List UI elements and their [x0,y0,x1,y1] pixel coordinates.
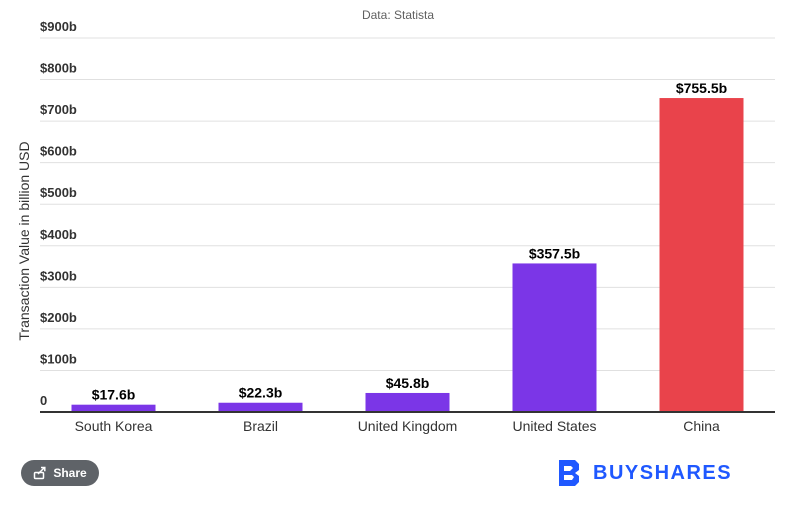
bar [218,402,303,412]
data-label: $357.5b [529,245,580,261]
bar [659,98,744,412]
data-label: $22.3b [239,385,283,401]
y-tick-label: 0 [40,393,47,408]
y-tick-label: $800b [40,61,77,76]
y-tick-label: $100b [40,351,77,366]
y-tick-label: $600b [40,144,77,159]
y-tick-label: $500b [40,185,77,200]
y-tick-label: $200b [40,310,77,325]
share-icon [33,466,47,480]
x-tick-label: United States [512,418,596,434]
buyshares-logo-icon [555,458,585,488]
bar [71,404,156,412]
brand-name: BUYSHARES [593,461,733,484]
brand-logo: BUYSHARES [555,456,732,490]
share-button[interactable]: Share [21,460,99,486]
data-label: $17.6b [92,387,136,403]
chart-container: Data: Statista 0 $100b $200b $300b $400b $500b… [16,8,775,434]
bar [512,263,597,412]
data-label: $45.8b [386,375,430,391]
bar-chart: Data: Statista 0 $100b $200b $300b $400b $500b… [16,8,775,434]
bar [365,392,450,412]
source-note: Data: Statista [362,8,434,22]
x-tick-label: Brazil [243,418,278,434]
data-label: $755.5b [676,80,727,96]
y-tick-label: $700b [40,102,77,117]
y-tick-label: $900b [40,19,77,34]
y-axis-title: Transaction Value in billion USD [16,141,32,340]
y-tick-label: $400b [40,227,77,242]
y-tick-label: $300b [40,268,77,283]
x-tick-label: United Kingdom [358,418,458,434]
x-tick-label: South Korea [75,418,153,434]
share-label: Share [53,466,87,480]
x-tick-label: China [683,418,720,434]
